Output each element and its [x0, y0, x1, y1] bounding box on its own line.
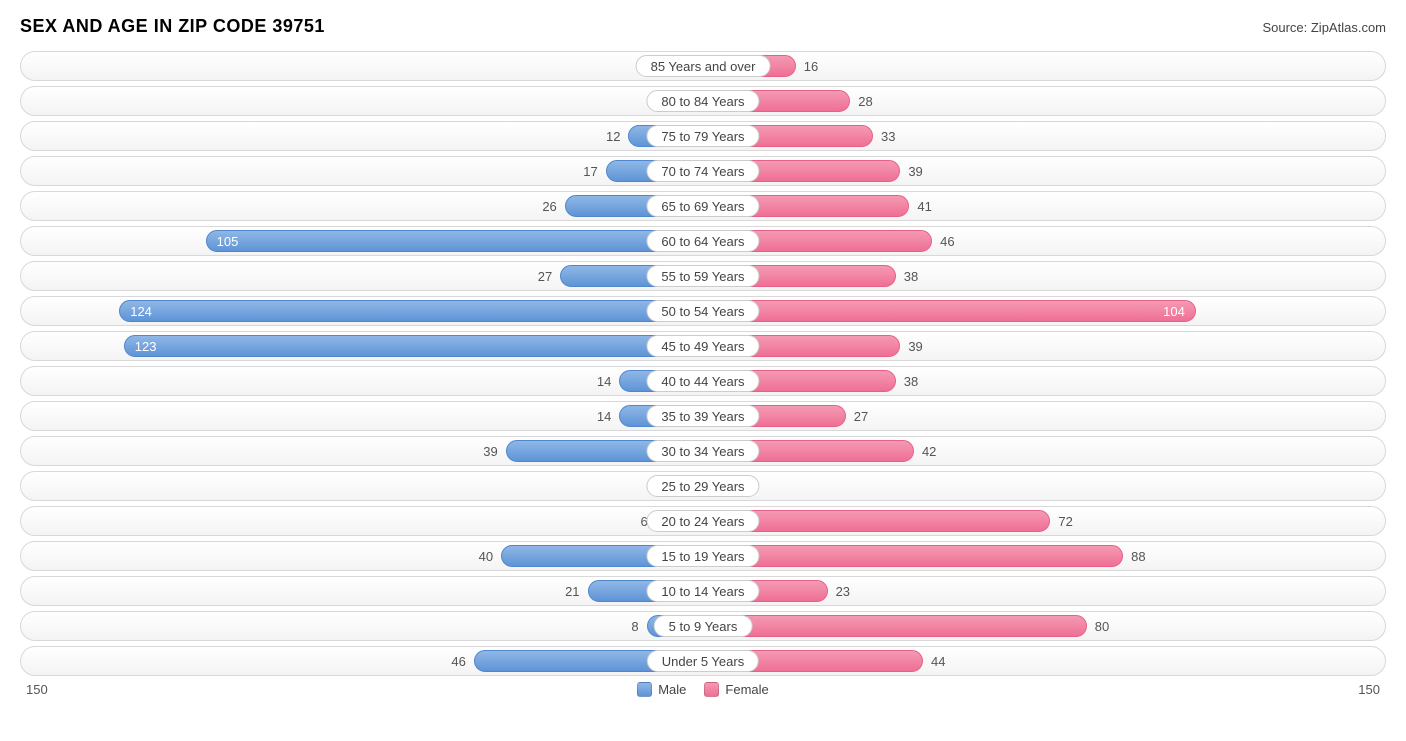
value-female: 44 [931, 647, 945, 675]
chart-source: Source: ZipAtlas.com [1262, 20, 1386, 35]
value-female: 23 [836, 577, 850, 605]
value-female: 38 [904, 367, 918, 395]
value-male: 21 [565, 577, 579, 605]
pyramid-row: 26 41 65 to 69 Years [20, 191, 1386, 221]
age-group-label: 80 to 84 Years [646, 90, 759, 112]
age-group-label: 50 to 54 Years [646, 300, 759, 322]
legend-label-female: Female [725, 682, 768, 697]
axis-max-right: 150 [1358, 682, 1380, 697]
bar-male: 123 [124, 335, 703, 357]
pyramid-row: 21 23 10 to 14 Years [20, 576, 1386, 606]
legend-item-female: Female [704, 682, 768, 697]
chart-header: SEX AND AGE IN ZIP CODE 39751 Source: Zi… [20, 16, 1386, 37]
age-group-label: 15 to 19 Years [646, 545, 759, 567]
value-female: 39 [908, 332, 922, 360]
age-group-label: 20 to 24 Years [646, 510, 759, 532]
value-female: 38 [904, 262, 918, 290]
age-group-label: 55 to 59 Years [646, 265, 759, 287]
value-female: 39 [908, 157, 922, 185]
bar-female [703, 615, 1087, 637]
pyramid-row: 02880 to 84 Years [20, 86, 1386, 116]
value-female: 80 [1095, 612, 1109, 640]
legend-swatch-male [637, 682, 652, 697]
pyramid-row: 21685 Years and over [20, 51, 1386, 81]
legend-label-male: Male [658, 682, 686, 697]
value-female: 88 [1131, 542, 1145, 570]
value-female: 16 [804, 52, 818, 80]
age-group-label: 40 to 44 Years [646, 370, 759, 392]
value-female: 104 [1163, 304, 1185, 319]
pyramid-row: 124 104 50 to 54 Years [20, 296, 1386, 326]
value-male: 27 [538, 262, 552, 290]
value-male: 26 [542, 192, 556, 220]
age-group-label: 65 to 69 Years [646, 195, 759, 217]
bar-female [703, 545, 1123, 567]
chart-footer: 150 Male Female 150 [20, 682, 1386, 697]
value-male: 40 [479, 542, 493, 570]
value-male: 17 [583, 157, 597, 185]
bar-female: 104 [703, 300, 1196, 322]
axis-max-left: 150 [26, 682, 48, 697]
legend-item-male: Male [637, 682, 686, 697]
age-group-label: 75 to 79 Years [646, 125, 759, 147]
value-male: 105 [217, 234, 239, 249]
value-male: 8 [631, 612, 638, 640]
pyramid-row: 105 46 60 to 64 Years [20, 226, 1386, 256]
value-female: 41 [917, 192, 931, 220]
age-group-label: Under 5 Years [647, 650, 759, 672]
value-male: 46 [451, 647, 465, 675]
value-male: 12 [606, 122, 620, 150]
age-group-label: 70 to 74 Years [646, 160, 759, 182]
pyramid-row: 14 27 35 to 39 Years [20, 401, 1386, 431]
pyramid-row: 0025 to 29 Years [20, 471, 1386, 501]
age-group-label: 85 Years and over [636, 55, 771, 77]
value-female: 42 [922, 437, 936, 465]
pyramid-row: 14 38 40 to 44 Years [20, 366, 1386, 396]
value-female: 27 [854, 402, 868, 430]
value-female: 28 [858, 87, 872, 115]
value-male: 123 [135, 339, 157, 354]
value-male: 39 [483, 437, 497, 465]
pyramid-row: 17 39 70 to 74 Years [20, 156, 1386, 186]
value-male: 14 [597, 367, 611, 395]
legend-swatch-female [704, 682, 719, 697]
pyramid-row: 123 39 45 to 49 Years [20, 331, 1386, 361]
value-female: 33 [881, 122, 895, 150]
age-group-label: 35 to 39 Years [646, 405, 759, 427]
age-group-label: 45 to 49 Years [646, 335, 759, 357]
pyramid-row: 67220 to 24 Years [20, 506, 1386, 536]
pyramid-row: 27 38 55 to 59 Years [20, 261, 1386, 291]
pyramid-row: 12 33 75 to 79 Years [20, 121, 1386, 151]
value-male: 124 [130, 304, 152, 319]
age-group-label: 30 to 34 Years [646, 440, 759, 462]
pyramid-row: 46 44 Under 5 Years [20, 646, 1386, 676]
population-pyramid-chart: 21685 Years and over02880 to 84 Years123… [20, 51, 1386, 676]
chart-title: SEX AND AGE IN ZIP CODE 39751 [20, 16, 325, 37]
value-male: 14 [597, 402, 611, 430]
age-group-label: 60 to 64 Years [646, 230, 759, 252]
bar-male: 124 [119, 300, 703, 322]
value-female: 72 [1058, 507, 1072, 535]
age-group-label: 5 to 9 Years [654, 615, 753, 637]
chart-legend: Male Female [637, 682, 769, 697]
bar-male: 105 [206, 230, 703, 252]
age-group-label: 25 to 29 Years [646, 475, 759, 497]
pyramid-row: 39 42 30 to 34 Years [20, 436, 1386, 466]
pyramid-row: 40 88 15 to 19 Years [20, 541, 1386, 571]
value-female: 46 [940, 227, 954, 255]
pyramid-row: 8 80 5 to 9 Years [20, 611, 1386, 641]
age-group-label: 10 to 14 Years [646, 580, 759, 602]
